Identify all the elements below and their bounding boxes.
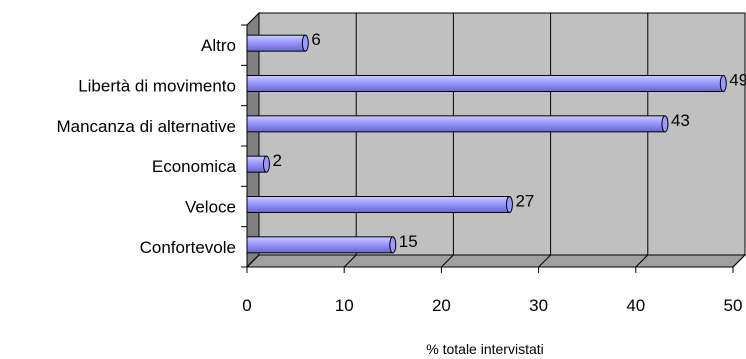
bar <box>246 236 397 254</box>
plot-floor <box>245 254 746 268</box>
category-label: Libertà di movimento <box>78 77 236 96</box>
bar-cap <box>661 115 669 133</box>
gridlines <box>241 13 746 273</box>
data-label: 6 <box>311 30 320 49</box>
bar <box>246 75 727 92</box>
data-label: 43 <box>671 111 690 130</box>
floor-gridline <box>441 254 454 268</box>
bar <box>246 196 513 213</box>
data-label: 49 <box>729 71 746 90</box>
floor-gridline <box>538 254 551 268</box>
bars: 6 49 43 2 27 15 <box>246 30 746 254</box>
category-label: Confortevole <box>140 238 236 257</box>
bar-body <box>246 115 666 133</box>
bar-body <box>246 236 394 254</box>
plot-back-wall <box>258 12 746 256</box>
category-label: Veloce <box>185 198 236 217</box>
category-label: Altro <box>201 36 236 55</box>
data-label: 27 <box>515 192 534 211</box>
bar-body <box>246 34 306 52</box>
data-label: 2 <box>272 151 281 170</box>
bar <box>246 115 669 133</box>
bar-body <box>246 196 510 213</box>
floor-gridline <box>635 254 649 268</box>
data-label: 15 <box>399 232 418 251</box>
x-tick-label: 30 <box>529 296 548 315</box>
category-labels: Altro Libertà di movimento Mancanza di alt… <box>56 36 236 257</box>
bar-cap <box>719 75 727 92</box>
bar <box>246 155 270 173</box>
category-label: Mancanza di alternative <box>56 117 236 136</box>
x-tick-label: 50 <box>724 296 743 315</box>
bar <box>246 34 309 52</box>
x-tick-label: 10 <box>335 296 354 315</box>
floor-gridline <box>343 254 357 268</box>
floor-gridline <box>246 254 260 268</box>
x-tick-label: 20 <box>432 296 451 315</box>
bar-body <box>246 75 724 92</box>
category-label: Economica <box>152 157 237 176</box>
floor-gridline <box>732 254 746 268</box>
x-tick-label: 0 <box>242 296 251 315</box>
x-axis-title: % totale intervistati <box>426 341 544 357</box>
bar-cap <box>262 155 270 173</box>
plot-area <box>245 11 746 269</box>
x-axis-ticks: 0 10 20 30 40 50 <box>242 296 742 315</box>
x-tick-label: 40 <box>626 296 645 315</box>
bar-cap <box>389 236 397 254</box>
bar-cap <box>505 196 513 213</box>
bar-cap <box>301 34 309 52</box>
